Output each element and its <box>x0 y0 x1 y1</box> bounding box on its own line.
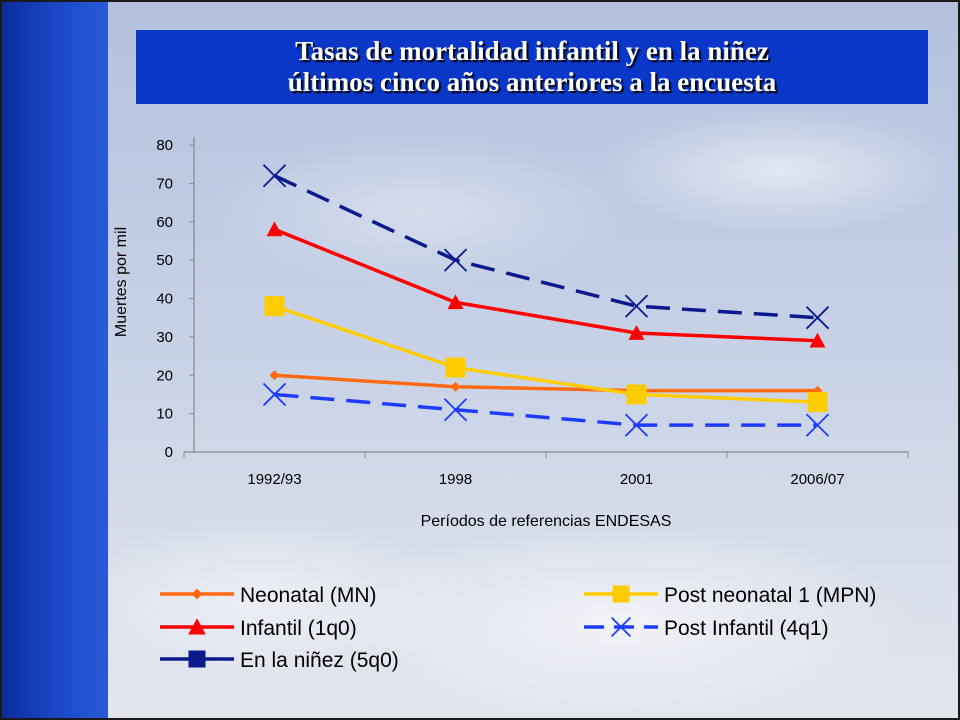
series-line-post_neonatal <box>273 304 818 404</box>
legend-marker <box>612 585 630 603</box>
data-point-infantil <box>809 332 826 348</box>
legend-item-infantil: Infantil (1q0) <box>160 617 357 640</box>
y-tick-label: 0 <box>165 444 173 461</box>
legend-label: Infantil (1q0) <box>240 617 357 640</box>
data-point-post_infantil <box>624 413 649 437</box>
legend-label: En la niñez (5q0) <box>240 649 399 672</box>
data-point-post_infantil <box>262 382 287 407</box>
series-post_infantil <box>262 382 830 437</box>
chart-axes: 0 10 20 30 40 50 60 70 80 1992/93 1998 2001 2006/07 P… <box>113 137 909 530</box>
legend-item-ninez: En la niñez (5q0) <box>160 649 399 672</box>
series-line-neonatal <box>274 373 818 393</box>
y-tick-label: 70 <box>156 175 173 192</box>
legend-marker <box>191 588 203 600</box>
data-point-infantil <box>447 294 464 310</box>
series-ninez <box>262 164 830 330</box>
data-point-infantil <box>266 221 283 237</box>
legend-label: Post neonatal 1 (MPN) <box>664 584 876 607</box>
data-point-ninez <box>624 294 649 318</box>
legend-label: Post Infantil (4q1) <box>664 617 829 640</box>
series-line-infantil <box>273 227 818 343</box>
y-tick-label: 60 <box>156 214 173 231</box>
y-tick-label: 50 <box>156 252 173 269</box>
series-post_neonatal <box>264 296 828 413</box>
x-tick-label: 1998 <box>439 471 472 488</box>
data-point-ninez <box>262 164 287 188</box>
data-point-post_neonatal <box>626 384 647 405</box>
data-point-post_infantil <box>805 413 830 437</box>
chart-legend: Neonatal (MN) Post neonatal 1 (MPN) Infant… <box>160 584 876 672</box>
data-point-post_neonatal <box>807 392 828 413</box>
series-line-ninez <box>273 174 818 320</box>
data-point-post_infantil <box>443 398 468 422</box>
y-tick-label: 20 <box>156 367 173 384</box>
series-line-post_infantil <box>274 392 818 427</box>
x-axis-title: Períodos de referencias ENDESAS <box>421 513 672 530</box>
chart-title-line-1: Tasas de mortalidad infantil y en la niñ… <box>295 36 769 66</box>
series-infantil <box>266 221 826 348</box>
x-tick-label: 2006/07 <box>790 471 844 488</box>
data-point-ninez <box>443 248 468 272</box>
legend-marker <box>188 618 206 635</box>
y-tick-label: 80 <box>156 137 173 154</box>
y-tick-label: 30 <box>156 329 173 346</box>
x-tick-label: 1992/93 <box>247 471 301 488</box>
legend-item-neonatal: Neonatal (MN) <box>160 584 377 607</box>
chart-title-banner: Tasas de mortalidad infantil y en la niñ… <box>136 30 928 104</box>
legend-item-post_neonatal: Post neonatal 1 (MPN) <box>584 584 876 607</box>
y-tick-label: 10 <box>156 406 173 423</box>
legend-item-post_infantil: Post Infantil (4q1) <box>584 617 829 640</box>
y-tick-label: 40 <box>156 291 173 308</box>
legend-label: Neonatal (MN) <box>240 584 377 607</box>
y-axis-title: Muertes por mil <box>113 227 130 337</box>
data-point-post_neonatal <box>445 357 466 378</box>
data-point-infantil <box>628 325 645 340</box>
legend-marker <box>611 617 631 637</box>
left-accent-bar <box>0 0 108 720</box>
data-point-neonatal <box>269 370 280 381</box>
data-point-neonatal <box>450 381 461 392</box>
chart-series <box>262 164 830 437</box>
data-point-ninez <box>805 306 830 330</box>
x-tick-label: 2001 <box>620 471 653 488</box>
chart-title-line-2: últimos cinco años anteriores a la encue… <box>287 67 777 97</box>
data-point-post_neonatal <box>264 296 285 317</box>
legend-marker <box>188 650 206 668</box>
